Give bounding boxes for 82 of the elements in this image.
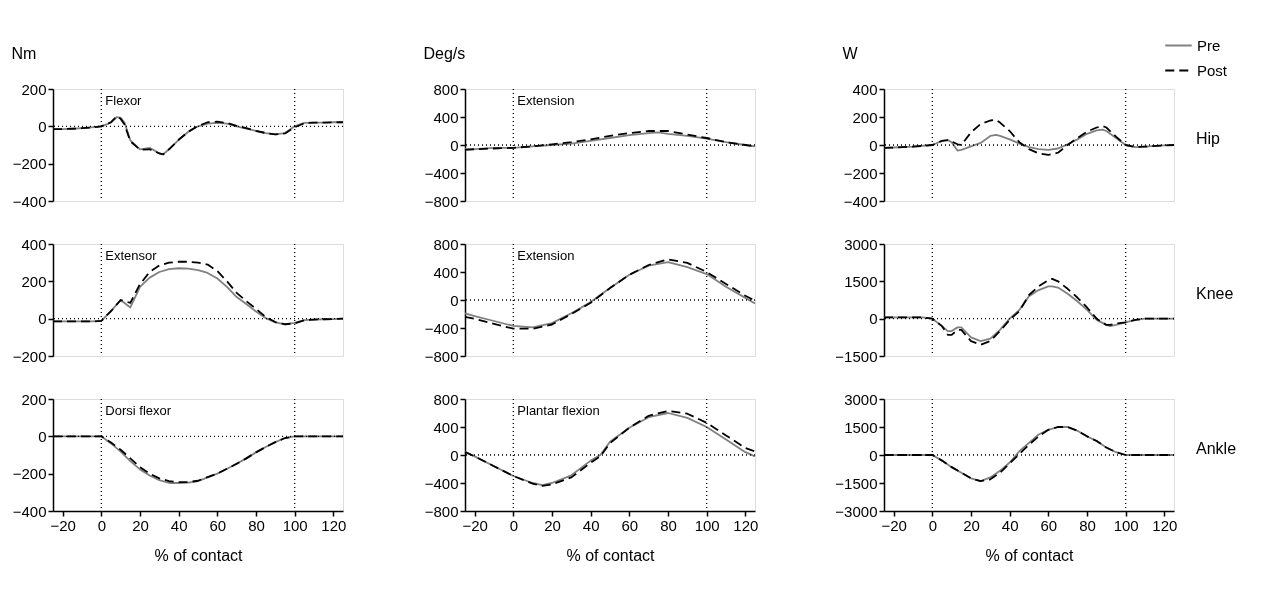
x-tick-label: 0 — [509, 516, 519, 534]
y-tick-label: −1500 — [835, 347, 878, 365]
y-tick-label: 200 — [21, 80, 47, 98]
y-tick-label: 0 — [38, 117, 47, 135]
y-tick-label: 400 — [21, 235, 47, 253]
y-tick-label: −800 — [424, 192, 459, 210]
y-tick-label: 800 — [433, 235, 459, 253]
x-tick-label: 100 — [282, 516, 308, 534]
x-tick-label: 60 — [1040, 516, 1058, 534]
x-tick-label: 0 — [928, 516, 938, 534]
y-tick-label: −400 — [424, 319, 459, 337]
y-tick-label: 0 — [869, 310, 878, 328]
y-tick-label: 400 — [433, 108, 459, 126]
y-axis-title: W — [842, 44, 859, 62]
y-tick-label: 0 — [869, 136, 878, 154]
x-axis-title: % of contact — [985, 546, 1075, 564]
x-tick-label: 120 — [1152, 516, 1178, 534]
x-tick-label: 60 — [621, 516, 639, 534]
x-tick-label: 120 — [321, 516, 347, 534]
text: Knee — [1196, 285, 1234, 303]
y-tick-label: 0 — [38, 427, 47, 445]
y-tick-label: 3000 — [844, 390, 878, 408]
y-tick-label: 200 — [21, 390, 47, 408]
y-tick-label: −200 — [843, 164, 878, 182]
y-tick-label: 0 — [450, 291, 459, 309]
y-tick-label: 0 — [869, 446, 878, 464]
x-tick-label: 100 — [694, 516, 720, 534]
annotation: Extension — [517, 248, 575, 263]
y-tick-label: −200 — [12, 155, 47, 173]
x-tick-label: 80 — [1079, 516, 1096, 534]
x-tick-label: 60 — [209, 516, 227, 534]
y-tick-label: −1500 — [835, 474, 878, 492]
y-tick-label: 800 — [433, 80, 459, 98]
x-tick-label: 40 — [170, 516, 188, 534]
y-tick-label: 0 — [450, 136, 459, 154]
y-tick-label: −3000 — [835, 502, 878, 520]
x-tick-label: 20 — [132, 516, 149, 534]
y-tick-label: −400 — [424, 164, 459, 182]
y-tick-label: 400 — [852, 80, 878, 98]
y-tick-label: −400 — [12, 502, 47, 520]
annotation: Extensor — [105, 248, 158, 263]
x-tick-label: −20 — [50, 516, 76, 534]
annotation: Plantar flexion — [517, 403, 600, 418]
y-axis-title: Nm — [11, 44, 37, 62]
x-tick-label: 100 — [1113, 516, 1139, 534]
y-tick-label: −400 — [424, 474, 459, 492]
y-tick-label: 200 — [21, 272, 47, 290]
y-tick-label: −400 — [843, 192, 878, 210]
y-tick-label: 3000 — [844, 235, 878, 253]
y-tick-label: 1500 — [844, 272, 878, 290]
x-axis-title: % of contact — [566, 546, 656, 564]
x-tick-label: 40 — [582, 516, 600, 534]
x-tick-label: −20 — [462, 516, 488, 534]
y-tick-label: 1500 — [844, 418, 878, 436]
x-tick-label: 80 — [660, 516, 677, 534]
x-tick-label: 80 — [248, 516, 265, 534]
annotation: Extension — [517, 93, 575, 108]
x-tick-label: 0 — [97, 516, 107, 534]
text: Ankle — [1196, 440, 1237, 458]
y-tick-label: 800 — [433, 390, 459, 408]
legend-label: Pre — [1197, 36, 1221, 54]
y-tick-label: 0 — [38, 310, 47, 328]
y-tick-label: 400 — [433, 263, 459, 281]
y-tick-label: −400 — [12, 192, 47, 210]
x-tick-label: 120 — [733, 516, 759, 534]
y-tick-label: 200 — [852, 108, 878, 126]
text: Hip — [1196, 130, 1221, 148]
annotation: Dorsi flexor — [105, 403, 172, 418]
x-axis-title: % of contact — [154, 546, 244, 564]
annotation: Flexor — [105, 93, 143, 108]
y-tick-label: 400 — [433, 418, 459, 436]
y-tick-label: −200 — [12, 465, 47, 483]
x-tick-label: 20 — [544, 516, 561, 534]
x-tick-label: 40 — [1001, 516, 1019, 534]
legend-label: Post — [1197, 61, 1228, 79]
y-tick-label: 0 — [450, 446, 459, 464]
y-axis-title: Deg/s — [423, 44, 466, 62]
x-tick-label: 20 — [963, 516, 980, 534]
x-tick-label: −20 — [881, 516, 907, 534]
y-tick-label: −800 — [424, 347, 459, 365]
y-tick-label: −200 — [12, 347, 47, 365]
y-tick-label: −800 — [424, 502, 459, 520]
